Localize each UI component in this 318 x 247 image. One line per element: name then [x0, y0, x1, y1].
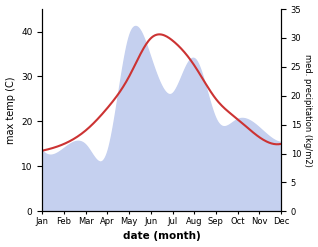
X-axis label: date (month): date (month) [123, 231, 201, 242]
Y-axis label: max temp (C): max temp (C) [5, 76, 16, 144]
Y-axis label: med. precipitation (kg/m2): med. precipitation (kg/m2) [303, 54, 313, 167]
